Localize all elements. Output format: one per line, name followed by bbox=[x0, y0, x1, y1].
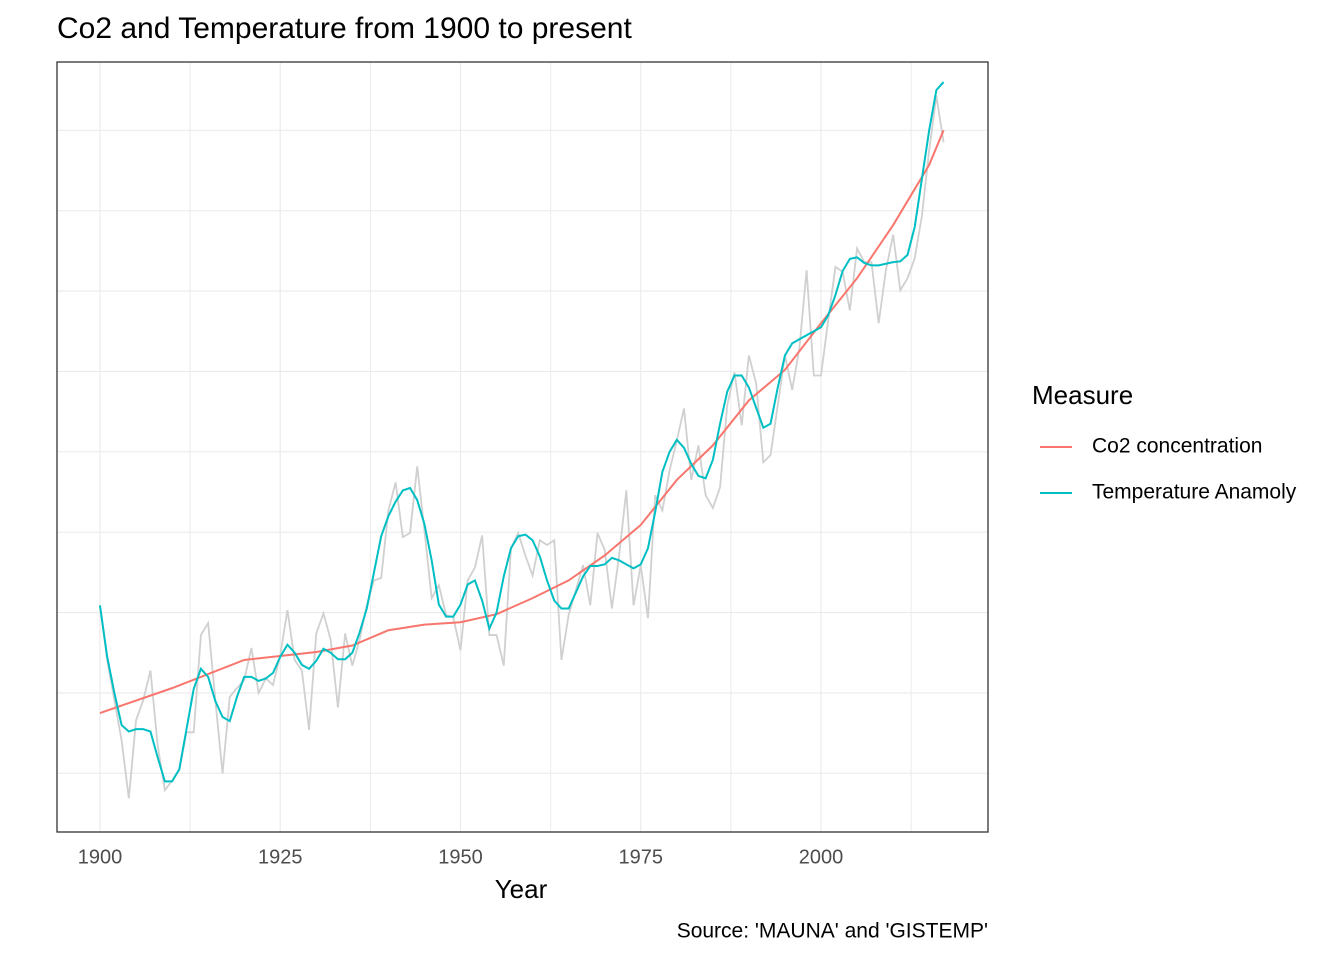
x-tick-label: 2000 bbox=[799, 846, 844, 868]
x-tick-label: 1925 bbox=[258, 846, 303, 868]
plot-border bbox=[56, 61, 989, 833]
chart-title: Co2 and Temperature from 1900 to present bbox=[57, 12, 632, 45]
legend-label: Temperature Anamoly bbox=[1092, 481, 1297, 504]
x-tick-label: 1950 bbox=[438, 846, 483, 868]
legend-title: Measure bbox=[1032, 380, 1133, 410]
caption: Source: 'MAUNA' and 'GISTEMP' bbox=[677, 920, 988, 943]
data-line bbox=[99, 129, 945, 714]
x-tick-label: 1975 bbox=[618, 846, 663, 868]
x-axis-label: Year bbox=[495, 874, 548, 904]
x-tick-label: 1900 bbox=[78, 846, 123, 868]
legend-label: Co2 concentration bbox=[1092, 435, 1262, 458]
data-line bbox=[98, 81, 945, 783]
